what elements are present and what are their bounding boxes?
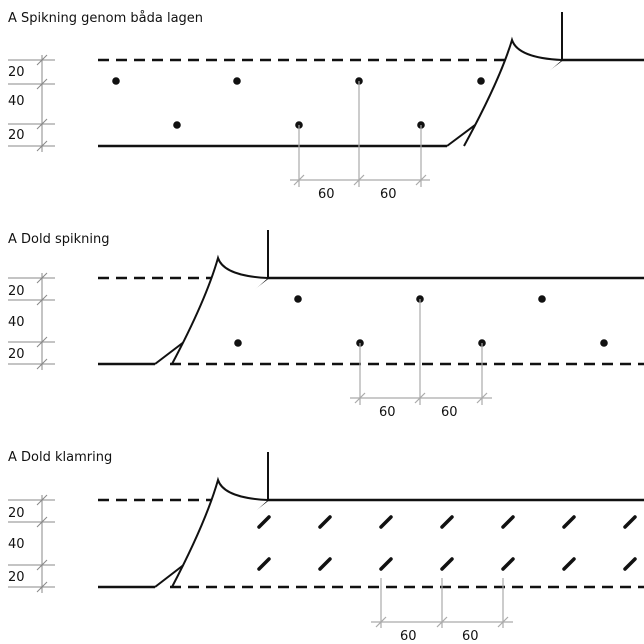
nail-dot xyxy=(233,77,241,85)
nail-pattern xyxy=(112,77,485,129)
section-dold-spikning: A Dold spikning 20 40 20 xyxy=(8,230,644,420)
dim-spacing-label: 60 xyxy=(462,629,479,644)
lifted-corner-curl xyxy=(171,476,269,588)
staple-mark xyxy=(257,515,271,529)
staple-mark xyxy=(562,557,576,571)
bottom-dimension-lines xyxy=(290,81,430,187)
dim-spacing-label: 60 xyxy=(441,405,458,420)
nail-dot xyxy=(234,339,242,347)
dim-label-bottom: 20 xyxy=(8,128,25,143)
staple-mark xyxy=(562,515,576,529)
left-dimension-lines xyxy=(8,494,55,593)
staple-mark xyxy=(318,557,332,571)
section-title: A Dold spikning xyxy=(8,232,110,247)
dim-label-top: 20 xyxy=(8,284,25,299)
staple-mark xyxy=(623,557,637,571)
nail-pattern xyxy=(234,295,608,347)
bottom-dimension-lines xyxy=(371,578,513,628)
dim-spacing-label: 60 xyxy=(379,405,396,420)
section-title: A Spikning genom båda lagen xyxy=(8,11,203,26)
staple-mark xyxy=(257,557,271,571)
dim-label-middle: 40 xyxy=(8,94,25,109)
staple-mark xyxy=(379,557,393,571)
section-spikning-genom-bada-lagen: A Spikning genom båda lagen 20 40 20 xyxy=(8,11,644,202)
nail-dot xyxy=(538,295,546,303)
bottom-dimension-lines xyxy=(350,299,492,405)
left-dimension-lines xyxy=(8,54,55,152)
staple-mark xyxy=(440,557,454,571)
staple-mark xyxy=(501,557,515,571)
dim-label-middle: 40 xyxy=(8,537,25,552)
left-dimension-lines xyxy=(8,272,55,370)
nail-dot xyxy=(173,121,181,129)
dim-spacing-label: 60 xyxy=(380,187,397,202)
staple-pattern xyxy=(257,515,637,571)
section-dold-klamring: A Dold klamring 20 40 20 xyxy=(8,450,644,644)
staple-mark xyxy=(623,515,637,529)
staple-mark xyxy=(440,515,454,529)
dim-label-bottom: 20 xyxy=(8,570,25,585)
staple-mark xyxy=(379,515,393,529)
section-title: A Dold klamring xyxy=(8,450,112,465)
nail-dot xyxy=(600,339,608,347)
dim-label-top: 20 xyxy=(8,506,25,521)
dim-spacing-label: 60 xyxy=(400,629,417,644)
staple-mark xyxy=(318,515,332,529)
staple-mark xyxy=(501,515,515,529)
lifted-corner-curl xyxy=(463,36,563,147)
dim-label-top: 20 xyxy=(8,65,25,80)
nail-dot xyxy=(477,77,485,85)
nail-dot xyxy=(294,295,302,303)
dim-label-middle: 40 xyxy=(8,315,25,330)
dim-label-bottom: 20 xyxy=(8,347,25,362)
lifted-corner-curl xyxy=(171,254,269,365)
dim-spacing-label: 60 xyxy=(318,187,335,202)
nail-dot xyxy=(112,77,120,85)
